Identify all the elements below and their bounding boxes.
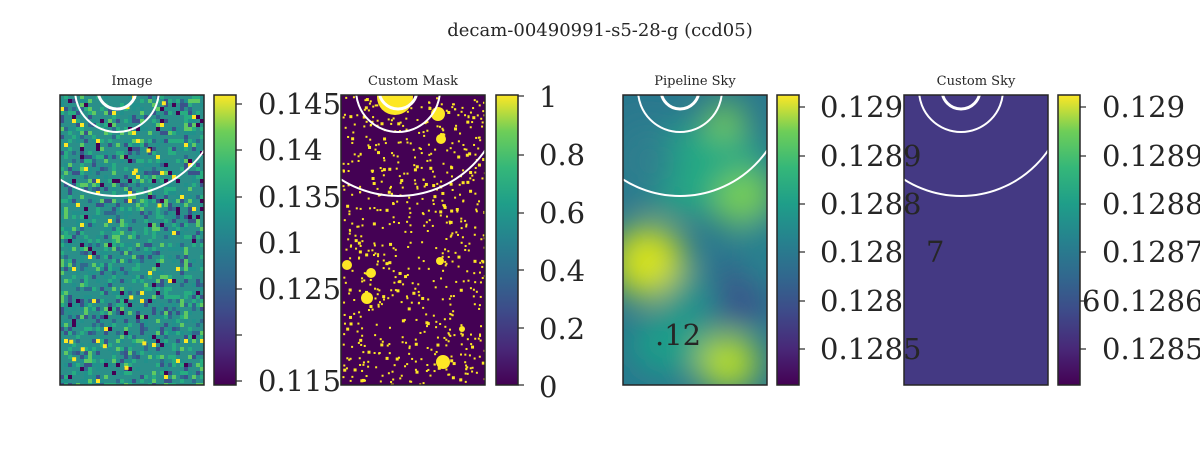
cbar-tick-label: 0.125 [258, 272, 342, 306]
mask-blob [361, 292, 373, 304]
sky-blob [623, 120, 675, 200]
circle-outer [60, 148, 204, 197]
figure-title: decam-00490991-s5-28-g (ccd05) [447, 20, 753, 41]
cbar-tick-label: 0.6 [539, 196, 586, 230]
cbar-tick-label: 0.145 [258, 87, 342, 121]
cbar-tick-label: 0.115 [258, 364, 342, 398]
cbar-tick-label: 0.129 [1102, 90, 1186, 124]
custom-sky-background [904, 95, 1048, 385]
mask-blob [436, 257, 444, 265]
stray-label: .12 [655, 318, 702, 352]
cbar-tick-label: 0.14 [258, 133, 323, 167]
image-circles [60, 95, 204, 197]
mask-blob [342, 260, 352, 270]
sky-blob [740, 210, 767, 290]
colorbar-pipeline-sky [776, 94, 800, 386]
cbar-tick-label: 0.129 [820, 90, 904, 124]
colorbars [213, 94, 1086, 386]
stray-label: 7 [926, 235, 945, 269]
colorbar-image [213, 94, 237, 386]
circle-inner [97, 95, 137, 111]
panel-pipeline-sky [622, 94, 768, 386]
mask-background [341, 95, 485, 385]
circle-outer [904, 148, 1048, 197]
circle-inner [660, 95, 700, 111]
cbar-tick-label: 0 [539, 370, 558, 404]
image-frame [59, 94, 205, 386]
panel-title-pipeline-sky: Pipeline Sky [654, 74, 736, 89]
mask-blobs [342, 95, 465, 369]
panel-title-custom-mask: Custom Mask [367, 74, 459, 89]
mask-blob [436, 134, 446, 144]
circle-outer [341, 148, 485, 197]
cbar-tick-label: 0.4 [539, 254, 586, 288]
colorbar-ticks [236, 95, 1086, 386]
circle-middle [355, 95, 441, 133]
stray-label: 6 [1082, 284, 1101, 318]
sky-blob [662, 274, 718, 326]
cbar-tick-label: 0.1286 [1102, 284, 1200, 318]
circle-inner [378, 95, 418, 111]
cbar-tick-label: 0.2 [539, 312, 586, 346]
custom-sky-circles [904, 95, 1048, 197]
panel-title-image: Image [111, 74, 153, 89]
circle-outer [623, 148, 767, 197]
mask-circles [341, 95, 485, 197]
panel-image [59, 94, 205, 386]
image-noise [60, 95, 204, 385]
mask-blob [459, 326, 465, 332]
cbar-tick-label: 0.1289 [1102, 139, 1200, 173]
circle-middle [74, 95, 160, 133]
sky-blob [698, 334, 758, 385]
cbar-tick-label: 0.1287 [1102, 235, 1200, 269]
cbar-tick-label: 0.1 [258, 226, 305, 260]
cbar-tick-label: 0.128 [820, 284, 904, 318]
sky-circles [623, 95, 767, 197]
panel-custom-mask [340, 94, 486, 386]
sky-blob [630, 315, 710, 375]
colorbar-mask [495, 94, 519, 386]
circle-inner [941, 95, 981, 111]
mask-blob [377, 95, 413, 115]
sky-blobs [623, 104, 767, 385]
cbar-tick-label: 0.1288 [1102, 187, 1200, 221]
circle-middle [637, 95, 723, 133]
cbar-tick-label: 0.8 [539, 138, 586, 172]
sky-frame [622, 94, 768, 386]
panel-title-custom-sky: Custom Sky [936, 74, 1016, 89]
mask-frame [340, 94, 486, 386]
mask-blob [436, 355, 450, 369]
cbar-tick-label: 0.1288 [820, 187, 922, 221]
panel-custom-sky [903, 94, 1049, 386]
cbar-tick-label: 0.135 [258, 180, 342, 214]
cbar-tick-label: 0.1285 [1102, 332, 1200, 366]
sky-blob [623, 226, 684, 298]
cbar-tick-label: 1 [539, 80, 558, 114]
custom-sky-frame [903, 94, 1049, 386]
cbar-tick-label: 0.1289 [820, 139, 922, 173]
circle-middle [918, 95, 1004, 133]
mask-blob [366, 268, 376, 278]
sky-blob [705, 104, 745, 140]
cbar-tick-label: 0.1285 [820, 332, 922, 366]
cbar-tick-label: 0.128 [820, 235, 904, 269]
colorbar-custom-sky [1057, 94, 1081, 386]
